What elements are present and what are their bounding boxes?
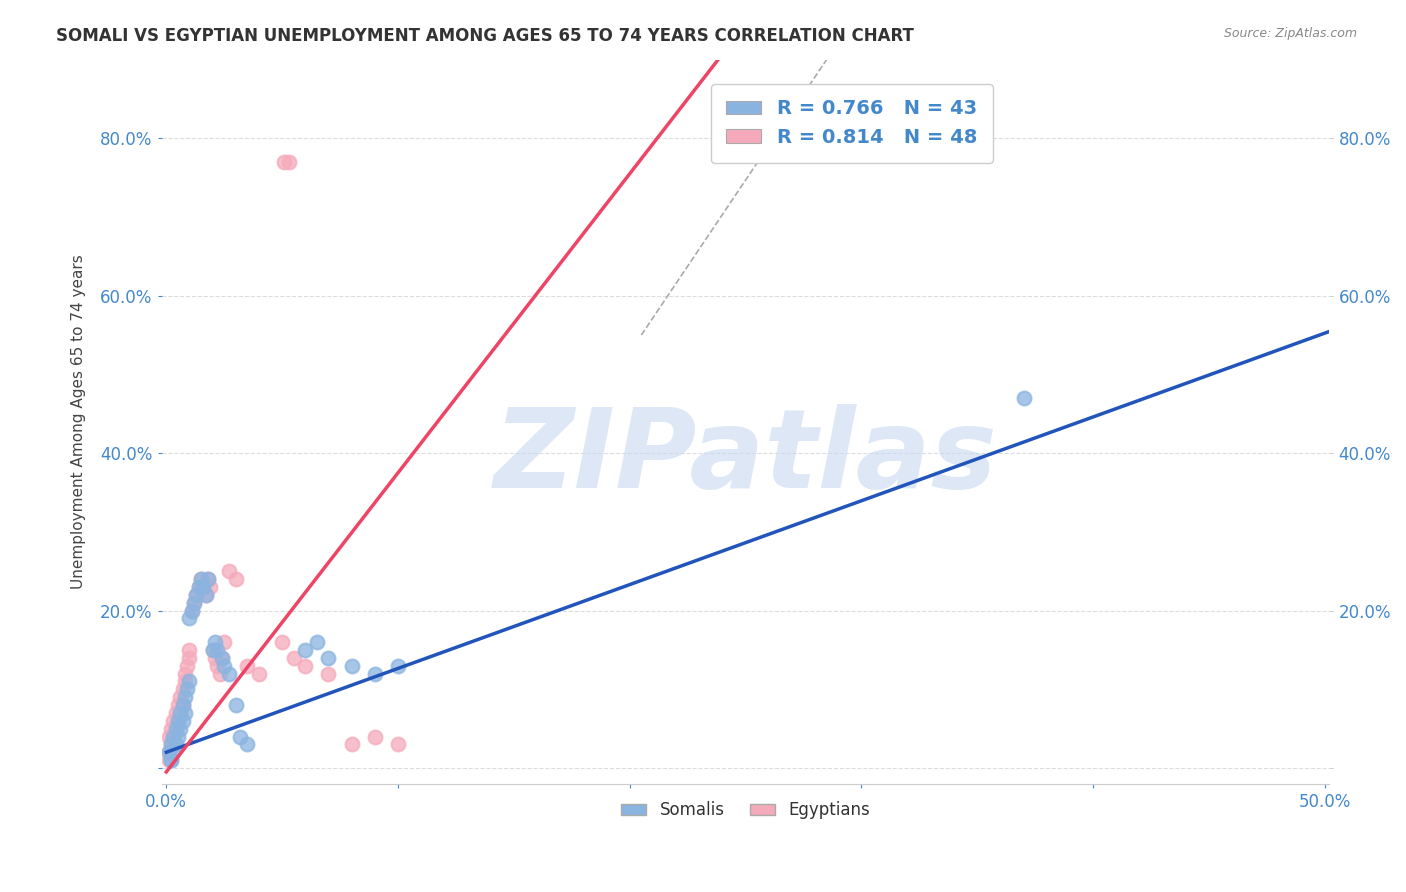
Point (197, 572, 219, 586)
Point (218, 564, 240, 578)
Point (208, 666, 231, 681)
Point (162, 745, 184, 759)
Point (162, 714, 184, 728)
Point (211, 650, 233, 665)
Point (165, 722, 187, 736)
Point (294, 658, 316, 673)
Point (218, 666, 240, 681)
Point (172, 698, 194, 712)
Point (294, 643, 316, 657)
Point (194, 588, 217, 602)
Point (200, 580, 222, 594)
Point (271, 635, 294, 649)
Text: SOMALI VS EGYPTIAN UNEMPLOYMENT AMONG AGES 65 TO 74 YEARS CORRELATION CHART: SOMALI VS EGYPTIAN UNEMPLOYMENT AMONG AG… (56, 27, 914, 45)
Point (183, 596, 205, 610)
Point (167, 714, 190, 728)
Point (160, 738, 183, 752)
Point (173, 690, 195, 705)
Point (157, 745, 180, 759)
Point (207, 643, 229, 657)
Point (212, 658, 235, 673)
Point (278, 155, 301, 169)
Legend: Somalis, Egyptians: Somalis, Egyptians (614, 795, 876, 826)
Point (165, 706, 187, 720)
Point (169, 722, 191, 736)
Point (318, 650, 340, 665)
Point (211, 650, 233, 665)
Point (167, 714, 190, 728)
Point (207, 658, 229, 673)
Point (167, 698, 190, 712)
Point (201, 643, 224, 657)
Point (160, 753, 183, 767)
Point (165, 722, 187, 736)
Point (169, 706, 191, 720)
Point (387, 738, 409, 752)
Point (176, 682, 198, 697)
Point (160, 753, 183, 767)
Point (186, 588, 208, 602)
Point (157, 745, 180, 759)
Point (193, 580, 215, 594)
Point (179, 674, 201, 689)
Point (162, 730, 184, 744)
Point (387, 658, 409, 673)
Point (283, 650, 305, 665)
Point (190, 572, 212, 586)
Y-axis label: Unemployment Among Ages 65 to 74 years: Unemployment Among Ages 65 to 74 years (72, 254, 86, 589)
Point (187, 580, 209, 594)
Point (340, 658, 363, 673)
Point (180, 603, 202, 617)
Point (173, 674, 195, 689)
Point (173, 666, 195, 681)
Point (1012, 391, 1035, 405)
Point (197, 572, 219, 586)
Point (179, 643, 201, 657)
Point (186, 588, 208, 602)
Point (169, 706, 191, 720)
Point (340, 738, 363, 752)
Point (157, 730, 180, 744)
Point (201, 643, 224, 657)
Point (190, 572, 212, 586)
Point (173, 706, 195, 720)
Point (318, 666, 340, 681)
Point (176, 658, 198, 673)
Point (364, 666, 387, 681)
Point (225, 572, 247, 586)
Point (157, 753, 180, 767)
Point (160, 722, 183, 736)
Point (183, 596, 205, 610)
Point (229, 730, 252, 744)
Point (169, 690, 191, 705)
Point (172, 682, 194, 697)
Point (204, 635, 226, 649)
Point (160, 738, 183, 752)
Text: Source: ZipAtlas.com: Source: ZipAtlas.com (1223, 27, 1357, 40)
Point (172, 714, 194, 728)
Point (194, 588, 217, 602)
Point (212, 635, 235, 649)
Point (179, 611, 201, 625)
Point (172, 698, 194, 712)
Point (364, 730, 387, 744)
Point (273, 155, 295, 169)
Point (236, 738, 259, 752)
Point (179, 650, 201, 665)
Point (187, 580, 209, 594)
Point (305, 635, 328, 649)
Point (236, 658, 259, 673)
Point (162, 730, 184, 744)
Point (247, 666, 270, 681)
Point (180, 603, 202, 617)
Point (204, 650, 226, 665)
Point (225, 698, 247, 712)
Text: ZIPatlas: ZIPatlas (494, 404, 997, 511)
Point (165, 738, 187, 752)
Point (193, 580, 215, 594)
Point (167, 730, 190, 744)
